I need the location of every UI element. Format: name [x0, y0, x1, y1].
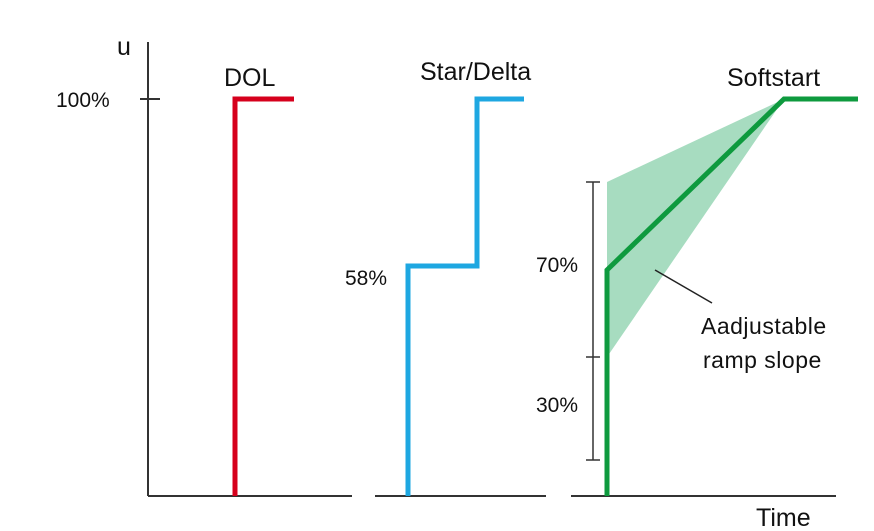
range-brackets [586, 181, 600, 461]
dol-title: DOL [224, 64, 276, 92]
x-axis-label: Time [756, 504, 811, 531]
softstart-label-70: 70% [536, 254, 578, 277]
y-axis-label: u [117, 33, 131, 61]
tick-label-100: 100% [56, 89, 110, 112]
ramp-slope-band [607, 99, 784, 357]
softstart-curve [604, 96, 858, 496]
softstart-label-30: 30% [536, 394, 578, 417]
annotation-leader [654, 269, 713, 304]
axes [140, 42, 836, 497]
dol-curve [232, 96, 294, 496]
star-delta-curve [405, 96, 524, 496]
star-delta-step-label: 58% [345, 267, 387, 290]
annotation-line-1: Aadjustable [701, 313, 827, 339]
star-delta-title: Star/Delta [420, 58, 531, 86]
softstart-title: Softstart [727, 64, 820, 92]
annotation-line-2: ramp slope [703, 347, 822, 373]
